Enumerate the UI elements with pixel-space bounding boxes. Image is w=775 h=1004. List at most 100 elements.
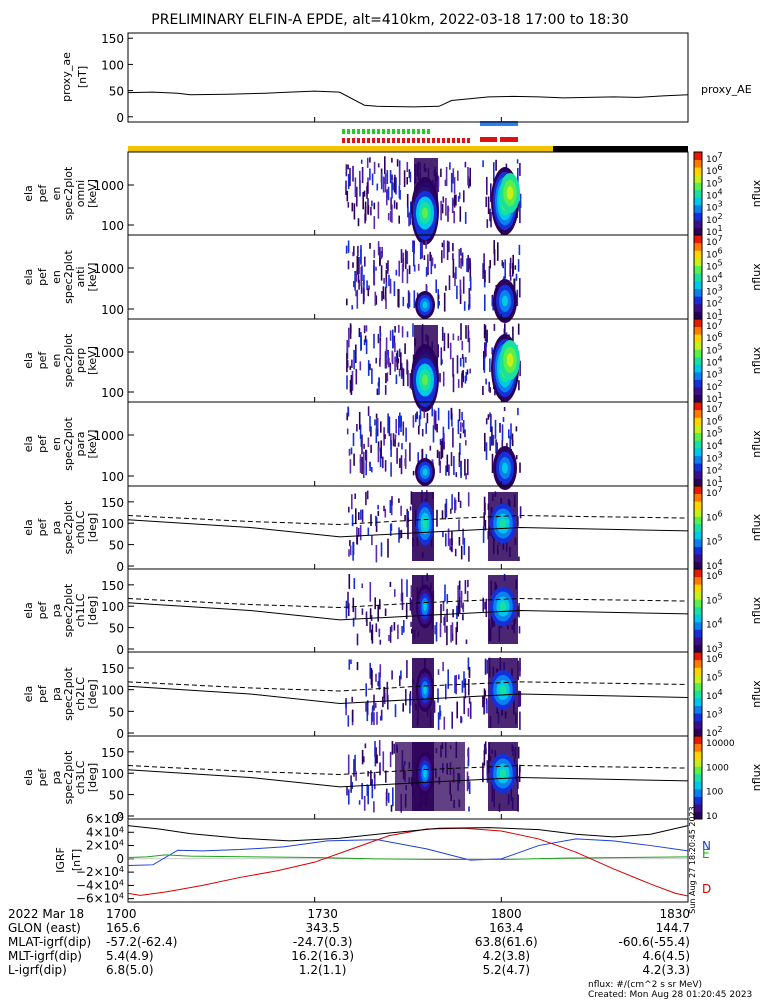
flux-pixel [406, 303, 409, 308]
colorbar-segment [694, 629, 702, 638]
colorbar-segment [694, 546, 702, 555]
flux-pixel [375, 357, 377, 364]
flux-pixel [449, 538, 451, 550]
flux-pixel [435, 622, 438, 642]
flux-pixel [446, 454, 449, 472]
flux-pixel [416, 411, 418, 420]
flux-pixel [418, 425, 420, 435]
flux-pixel [384, 156, 386, 174]
flux-pixel [385, 373, 387, 384]
flux-pixel [484, 342, 486, 359]
flux-pixel [407, 523, 409, 540]
flux-pixel [385, 298, 387, 309]
flux-pixel [349, 167, 351, 187]
flux-pixel [367, 785, 369, 805]
flux-pixel [445, 533, 447, 547]
colorbar-segment [694, 788, 702, 797]
flux-pixel [351, 202, 354, 212]
flux-pixel [467, 579, 469, 588]
colorbar-segment [694, 235, 702, 244]
flux-pixel [463, 696, 465, 715]
flux-pixel [468, 806, 470, 812]
flux-pixel [400, 249, 403, 263]
flux-pixel [393, 335, 396, 348]
flux-pixel [367, 288, 370, 297]
flux-pixel [369, 168, 371, 181]
flux-pixel [360, 248, 362, 264]
flux-pixel [406, 359, 408, 375]
flux-pixel [365, 611, 368, 622]
ifgr-green-mark [387, 129, 390, 134]
flux-pixel [460, 461, 462, 478]
flux-pixel [462, 602, 465, 613]
colorbar-segment [694, 311, 702, 320]
flux-pixel [450, 546, 453, 552]
colorbar [693, 485, 703, 570]
colorbar-segment [694, 531, 702, 540]
flux-pixel [387, 413, 389, 434]
flux-pixel [394, 434, 397, 440]
ifgr-red-mark [417, 138, 420, 143]
flux-pixel [440, 347, 443, 366]
flux-pixel [392, 329, 394, 349]
igrf-frame [127, 818, 689, 903]
flux-pixel [417, 452, 419, 472]
y-tick-label: 100 [101, 517, 124, 531]
flux-pixel [351, 359, 353, 368]
flux-pixel [408, 292, 411, 308]
flux-pixel [464, 161, 467, 168]
flux-pixel [467, 492, 470, 507]
flux-pixel [403, 170, 406, 188]
proxy-ae-line [127, 90, 689, 108]
flux-pixel [348, 574, 351, 589]
ifgr-red-mark [357, 138, 360, 143]
flux-pixel [456, 605, 458, 620]
flux-pixel [380, 421, 382, 433]
proxy-ae-frame [127, 32, 689, 123]
flux-pixel [376, 183, 379, 191]
flux-pixel [379, 664, 382, 678]
flux-pixel [425, 240, 427, 249]
flux-blob [506, 353, 514, 367]
flux-pixel [366, 700, 369, 716]
colorbar-tick-label: 104 [706, 187, 723, 202]
flux-pixel [460, 716, 462, 724]
y-axis-label: pa [50, 604, 63, 618]
flux-pixel [398, 215, 400, 224]
flux-pixel [347, 360, 349, 368]
flux-pixel [408, 169, 411, 179]
colorbar-segment [694, 652, 702, 661]
flux-pixel [398, 527, 400, 543]
flux-pixel [483, 743, 486, 755]
flux-pixel [519, 663, 521, 677]
colorbar-tick-label: 103 [706, 366, 723, 381]
ifgr-green-mark [412, 129, 415, 134]
ifgr-red-mark [427, 138, 430, 143]
flux-blob [423, 769, 427, 778]
colorbar-segment [694, 667, 702, 676]
flux-pixel [455, 627, 458, 645]
flux-pixel [348, 327, 350, 348]
y-axis-label: [deg] [86, 513, 99, 542]
flux-pixel [387, 538, 389, 558]
flux-pixel [484, 294, 486, 311]
flux-pixel [401, 592, 404, 610]
flux-pixel [460, 590, 463, 608]
y-tick-label: 100 [101, 684, 124, 698]
flux-pixel [400, 505, 402, 516]
colorbar-segment [694, 486, 702, 495]
colorbar-segment [694, 674, 702, 684]
colorbar-tick-label: 105 [706, 533, 723, 548]
flux-pixel [350, 447, 353, 455]
flux-pixel [444, 503, 447, 520]
colorbar [693, 568, 703, 653]
flux-pixel [359, 170, 361, 189]
flux-pixel [483, 697, 486, 714]
flux-pixel [421, 242, 423, 259]
flux-pixel [349, 379, 352, 393]
flux-pixel [457, 585, 459, 603]
flux-pixel [377, 504, 379, 510]
flux-pixel [387, 695, 389, 710]
flux-pixel [456, 285, 458, 300]
flux-pixel [354, 271, 356, 291]
